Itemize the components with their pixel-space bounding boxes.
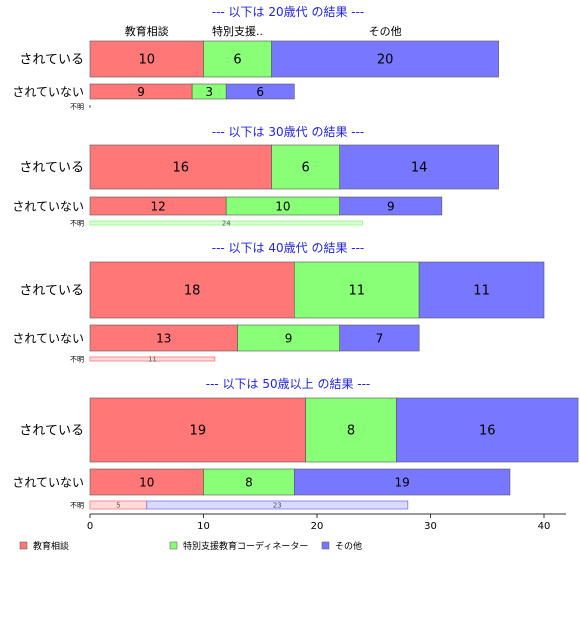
bar-segment [237, 324, 341, 352]
data-label: 9 [285, 332, 293, 346]
segment-header-label: 特別支援.. [212, 24, 263, 38]
data-label: 16 [479, 424, 496, 439]
legend-swatch [19, 541, 28, 550]
category-label: されている [19, 284, 84, 299]
bar-segment [146, 500, 409, 510]
category-label: 不明 [70, 502, 84, 510]
bar-segment [203, 468, 295, 496]
category-label: 不明 [70, 356, 84, 364]
data-label: 10 [138, 53, 155, 68]
bar-segment [89, 40, 204, 78]
bar-segment [339, 324, 420, 352]
data-label: 18 [184, 284, 201, 299]
legend-label: 特別支援教育コーディネーター [183, 540, 308, 552]
data-label: 9 [137, 85, 145, 99]
segment-header-label: 教育相談 [125, 24, 169, 38]
segment-header-label: その他 [369, 25, 402, 38]
x-tick-label: 30 [424, 521, 437, 532]
data-label: 19 [190, 424, 207, 439]
bar-segment [89, 220, 363, 226]
panel-title: --- 以下は 20歳代 の結果 --- [212, 5, 365, 19]
bar-segment [418, 261, 545, 319]
bar-segment [225, 83, 295, 100]
data-label: 19 [394, 476, 409, 490]
legend-swatch [169, 541, 178, 550]
data-label: 11 [473, 284, 490, 299]
data-label: 20 [377, 53, 394, 68]
legend-swatch [321, 541, 330, 550]
bar-segment [271, 40, 499, 78]
category-label: されていない [12, 85, 84, 99]
panel-title: --- 以下は 40歳代 の結果 --- [212, 241, 365, 255]
bar-segment [339, 144, 499, 190]
x-tick-label: 10 [197, 521, 210, 532]
bar-segment [271, 144, 341, 190]
data-label: 5 [116, 502, 120, 510]
panel-title: --- 以下は 50歳以上 の結果 --- [206, 377, 371, 391]
x-tick-label: 0 [87, 521, 93, 532]
bar-segment [293, 468, 511, 496]
category-label: 不明 [70, 220, 84, 228]
x-tick-label: 40 [538, 521, 551, 532]
data-label: 23 [273, 502, 282, 510]
bar-segment [89, 324, 238, 352]
data-label: 24 [222, 220, 231, 228]
bar-segment [89, 261, 295, 319]
data-label: 8 [245, 476, 253, 490]
legend-label: 教育相談 [33, 540, 69, 552]
data-label: 6 [233, 53, 241, 68]
bar-segment [305, 397, 397, 463]
data-label: 14 [411, 161, 428, 176]
data-label: 11 [348, 284, 365, 299]
bar-segment [89, 144, 272, 190]
category-label: されていない [12, 332, 84, 346]
data-label: 12 [150, 200, 165, 214]
bar-segment [89, 397, 306, 463]
bar-segment [203, 40, 272, 78]
category-label: されている [19, 161, 84, 176]
data-label: 10 [139, 476, 154, 490]
data-label: 6 [256, 85, 264, 99]
category-label: されている [19, 53, 84, 68]
x-tick-label: 20 [311, 521, 324, 532]
bar-segment [396, 397, 579, 463]
data-label: 9 [387, 200, 395, 214]
bar-segment [293, 261, 420, 319]
category-label: 不明 [70, 103, 84, 111]
category-label: されている [19, 424, 84, 439]
legend-label: その他 [335, 540, 362, 552]
data-label: 3 [205, 85, 213, 99]
data-label: 10 [275, 200, 290, 214]
bar-segment [339, 196, 443, 216]
bar-segment [89, 356, 216, 362]
data-label: 13 [156, 332, 171, 346]
data-label: 7 [376, 332, 384, 346]
panel-title: --- 以下は 30歳代 の結果 --- [212, 125, 365, 139]
data-label: 11 [148, 356, 157, 364]
data-label: 6 [302, 161, 310, 176]
category-label: されていない [12, 476, 84, 490]
data-label: 8 [347, 424, 355, 439]
data-label: 16 [173, 161, 190, 176]
bar-segment [89, 468, 204, 496]
category-label: されていない [12, 200, 84, 214]
